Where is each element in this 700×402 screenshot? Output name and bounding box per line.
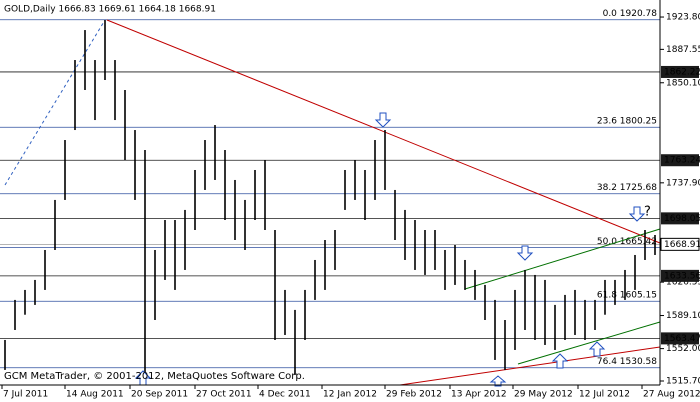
y-tick-label: 1850.10 [666,78,700,88]
up-arrow [588,341,606,357]
level-label: 1862.22 [664,67,700,77]
annotation: ? [644,205,651,220]
level-box [661,154,699,167]
dashed-trend [4,19,106,186]
x-tick-label: 13 Apr 2012 [451,390,507,400]
y-tick-label: 1552.00 [666,344,700,354]
x-tick-label: 27 Aug 2012 [643,390,700,400]
fib-label: 50.0 1665.42 [597,237,657,247]
x-tick-label: 12 Jan 2012 [323,390,377,400]
down-arrow [374,112,392,128]
y-tick-label: 1589.10 [666,311,700,321]
y-tick-label: 1515.70 [666,376,700,386]
down-arrow [628,206,646,222]
last-price-label: 1668.91 [664,240,700,250]
last-price-box [660,237,700,251]
y-tick-label: 1923.80 [666,13,700,23]
x-tick-label: 20 Sep 2011 [131,390,188,400]
level-label: 1698.05 [664,214,700,224]
x-tick-label: 29 Feb 2012 [386,390,442,400]
x-tick-label: 12 Jul 2012 [579,390,630,400]
x-tick-label: 29 May 2012 [514,390,573,400]
fib-label: 76.4 1530.58 [597,357,657,367]
up-arrow [551,353,569,369]
fib-label: 61.8 1605.15 [597,291,657,301]
red-trendline [106,19,661,244]
footer: GCM MetaTrader, © 2001-2012, MetaQuotes … [4,371,305,382]
up-arrow [134,370,152,386]
bars [4,20,656,375]
level-box [661,65,699,78]
chart-title: GOLD,Daily 1666.83 1669.61 1664.18 1668.… [4,5,216,15]
fib-label: 0.0 1920.78 [603,9,658,19]
y-tick-label: 1887.55 [666,45,700,55]
down-arrow [516,245,534,261]
fib-label: 23.6 1800.25 [597,117,657,127]
green-channel [464,228,661,290]
level-box [661,332,699,345]
level-label: 1633.56 [664,271,700,281]
green-channel [517,321,661,365]
levels: 0.0 1920.78 23.6 1800.25 38.2 1725.68 50.0 … [0,9,660,369]
x-tick-label: 4 Dec 2011 [259,390,311,400]
y-tick-label: 1626.55 [666,278,700,288]
x-tick-label: 14 Aug 2011 [66,390,124,400]
level-box [661,269,699,282]
fib-label: 38.2 1725.68 [597,183,657,193]
y-tick-label: 1737.90 [666,178,700,188]
red-trendline [399,346,661,386]
x-tick-label: 7 Jul 2011 [3,390,48,400]
level-label: 1763.24 [664,156,700,166]
arrows [134,112,646,387]
level-label: 1563.47 [664,334,700,344]
x-tick-label: 27 Oct 2011 [196,390,252,400]
level-box [661,212,699,225]
